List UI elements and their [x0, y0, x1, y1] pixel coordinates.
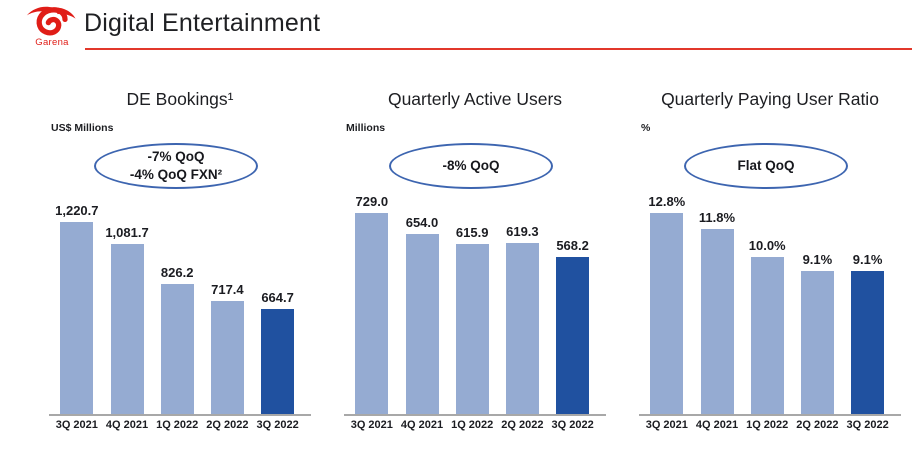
bar-category-label: 1Q 2022: [156, 419, 199, 431]
qoq-annotation-text: -7% QoQ: [147, 149, 205, 164]
bar-category-label: 3Q 2021: [350, 419, 393, 431]
chart-title: Quarterly Paying User Ratio: [661, 89, 879, 109]
chart-title: DE Bookings¹: [126, 89, 234, 109]
bar: [455, 244, 489, 414]
chart-de-bookings: DE Bookings¹ US$ Millions -7% QoQ -4% QoQ…: [40, 85, 320, 457]
bar-value-label: 615.9: [455, 225, 489, 240]
x-axis-line: [49, 414, 311, 416]
bar-value-label: 729.0: [355, 194, 389, 209]
bar: [851, 271, 885, 414]
garena-dragon-icon: [26, 6, 76, 36]
qoq-annotation-text: Flat QoQ: [737, 158, 795, 173]
bar-plot: 729.0 3Q 2021 654.0 4Q 2021 615.9 1Q 2022 619.…: [335, 85, 615, 457]
bar-plot: 12.8% 3Q 2021 11.8% 4Q 2021 10.0% 1Q 2022 9.1%…: [630, 85, 910, 457]
bar-category-label: 3Q 2022: [846, 419, 889, 431]
title-underline: [85, 48, 912, 50]
chart-quarterly-paying-user-ratio: Quarterly Paying User Ratio % Flat QoQ 1…: [630, 85, 910, 457]
bar-value-label: 11.8%: [698, 210, 736, 225]
qoq-annotation-text: -4% QoQ FXN²: [129, 167, 223, 182]
bar: [556, 257, 590, 414]
bar: [405, 234, 439, 414]
bar-category-label: 3Q 2021: [645, 419, 688, 431]
bar: [700, 229, 734, 414]
bar: [505, 243, 539, 414]
bar-category-label: 1Q 2022: [746, 419, 789, 431]
bar-category-label: 3Q 2021: [55, 419, 98, 431]
bar: [800, 271, 834, 414]
x-axis-line: [639, 414, 901, 416]
bar-value-label: 664.7: [261, 290, 294, 305]
bar-category-label: 2Q 2022: [501, 419, 544, 431]
garena-logo: Garena: [24, 4, 80, 54]
garena-logo-text: Garena: [35, 37, 69, 48]
bar: [210, 301, 244, 414]
bar-value-label: 1,220.7: [55, 203, 99, 218]
qoq-annotation-text: -8% QoQ: [442, 158, 500, 173]
bar: [750, 257, 784, 414]
chart-quarterly-active-users: Quarterly Active Users Millions -8% QoQ …: [335, 85, 615, 457]
bar: [650, 213, 684, 414]
bar-value-label: 12.8%: [648, 194, 686, 209]
bar: [261, 309, 295, 414]
bar-value-label: 654.0: [405, 215, 439, 230]
bar-value-label: 10.0%: [748, 238, 786, 253]
bar-category-label: 2Q 2022: [206, 419, 249, 431]
qoq-annotation-oval: -7% QoQ -4% QoQ FXN²: [94, 143, 258, 189]
bar-category-label: 4Q 2021: [105, 419, 149, 431]
axis-unit-label: Millions: [346, 122, 386, 134]
bar-category-label: 3Q 2022: [256, 419, 299, 431]
bar: [160, 284, 194, 414]
bar-value-label: 9.1%: [802, 252, 833, 267]
bar: [355, 213, 389, 414]
bar-category-label: 4Q 2021: [400, 419, 444, 431]
bar: [60, 222, 94, 414]
bar-value-label: 619.3: [506, 224, 539, 239]
bar-value-label: 568.2: [556, 238, 589, 253]
bar: [110, 244, 144, 414]
bar-value-label: 1,081.7: [105, 225, 149, 240]
qoq-annotation-oval: Flat QoQ: [684, 143, 848, 189]
bar-category-label: 3Q 2022: [551, 419, 594, 431]
bar-category-label: 2Q 2022: [796, 419, 839, 431]
qoq-annotation-oval: -8% QoQ: [389, 143, 553, 189]
chart-title: Quarterly Active Users: [387, 89, 563, 109]
page-title: Digital Entertainment: [84, 9, 321, 37]
bar-value-label: 717.4: [211, 282, 244, 297]
axis-unit-label: US$ Millions: [51, 122, 114, 134]
bar-category-label: 4Q 2021: [695, 419, 739, 431]
bar-category-label: 1Q 2022: [451, 419, 494, 431]
bar-plot: 1,220.7 3Q 2021 1,081.7 4Q 2021 826.2 1Q 2022…: [40, 85, 320, 457]
axis-unit-label: %: [641, 122, 651, 134]
bar-value-label: 9.1%: [852, 252, 883, 267]
bar-value-label: 826.2: [160, 265, 194, 280]
x-axis-line: [344, 414, 606, 416]
